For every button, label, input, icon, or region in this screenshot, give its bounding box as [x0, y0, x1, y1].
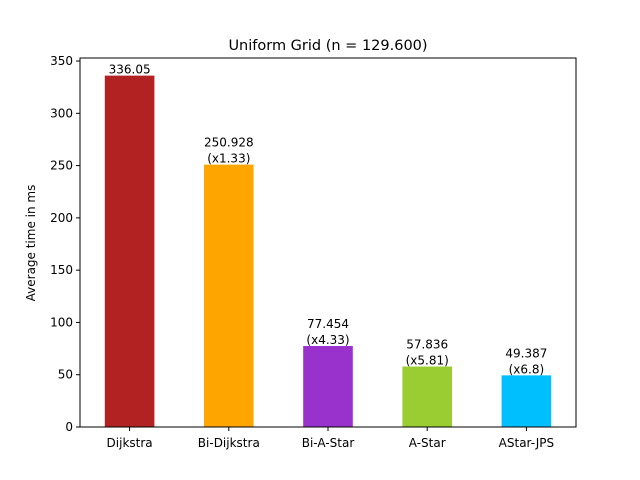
y-axis: 0 50 100 150 200 250 300 350	[50, 54, 80, 434]
x-tick-label-bi-a-star: Bi-A-Star	[302, 436, 355, 450]
x-tick-label-dijkstra: Dijkstra	[107, 436, 153, 450]
x-tick-label-astar-jps: AStar-JPS	[499, 436, 554, 450]
data-label-bi-a-star-1: 77.454	[307, 317, 349, 331]
data-label-dijkstra-1: 336.05	[109, 63, 151, 77]
bars-layer	[104, 75, 552, 428]
plot-frame	[79, 57, 577, 428]
x-tick-label-bi-dijkstra: Bi-Dijkstra	[198, 436, 260, 450]
data-label-bi-dijkstra-2: (x1.33)	[207, 152, 250, 166]
data-label-astar-jps-1: 49.387	[505, 346, 547, 360]
data-label-a-star-2: (x5.81)	[406, 354, 449, 368]
y-tick-label-250: 250	[50, 159, 73, 173]
data-label-astar-jps-2: (x6.8)	[509, 362, 545, 376]
data-label-a-star-1: 57.836	[406, 338, 448, 352]
bar-dijkstra	[104, 75, 155, 428]
y-tick-label-0: 0	[65, 420, 73, 434]
y-tick-label-50: 50	[58, 368, 73, 382]
chart-title: Uniform Grid (n = 129.600)	[228, 38, 427, 54]
y-axis-label: Average time in ms	[24, 185, 38, 302]
x-axis: Dijkstra Bi-Dijkstra Bi-A-Star A-Star AStar-…	[107, 427, 554, 450]
y-tick-label-150: 150	[50, 263, 73, 277]
y-tick-label-200: 200	[50, 211, 73, 225]
bar-bi-dijkstra	[204, 164, 254, 428]
bar-bi-a-star	[303, 346, 353, 427]
data-label-bi-dijkstra-1: 250.928	[204, 136, 254, 150]
y-tick-label-300: 300	[50, 106, 73, 120]
data-labels-layer: 336.05 250.928 (x1.33) 77.454 (x4.33) 57.836 (…	[109, 63, 548, 377]
y-tick-label-100: 100	[50, 315, 73, 329]
y-tick-label-350: 350	[50, 54, 73, 68]
bar-astar-jps	[501, 375, 552, 427]
bar-a-star	[402, 366, 452, 427]
x-tick-label-a-star: A-Star	[409, 436, 446, 450]
data-label-bi-a-star-2: (x4.33)	[306, 333, 349, 347]
